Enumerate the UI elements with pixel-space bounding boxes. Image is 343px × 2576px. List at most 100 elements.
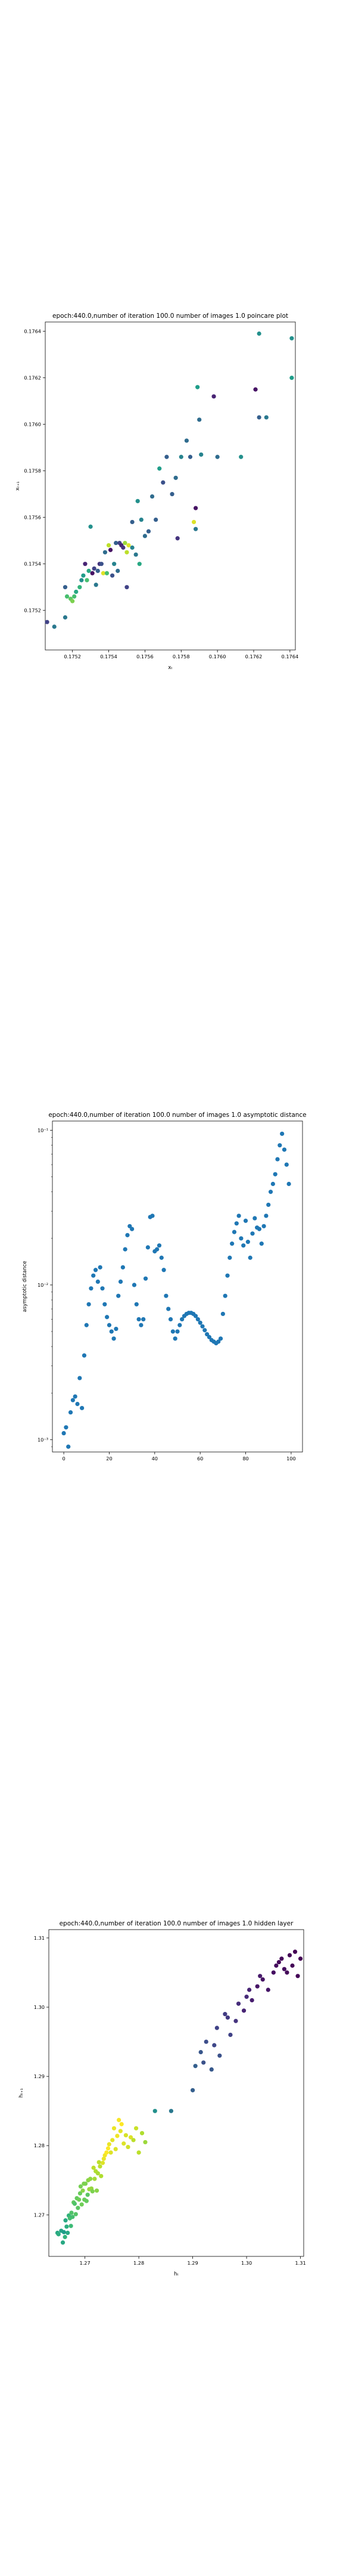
scatter-point: [124, 550, 129, 555]
scatter-point: [114, 540, 119, 546]
scatter-point: [290, 1963, 295, 1968]
scatter-point: [126, 543, 131, 548]
scatter-point: [236, 2001, 241, 2006]
scatter-point: [247, 1987, 252, 1992]
scatter-point: [115, 2134, 120, 2138]
y-tick-label: 0.1756: [24, 515, 41, 521]
x-tick-label: 1.29: [187, 2260, 198, 2266]
scatter-point: [114, 1326, 119, 1332]
scatter-point: [105, 2146, 111, 2151]
scatter-point: [157, 1243, 162, 1248]
scatter-point: [110, 2138, 115, 2142]
scatter-point: [118, 1279, 123, 1284]
scatter-point: [199, 452, 204, 457]
scatter-point: [277, 1143, 282, 1148]
scatter-point: [85, 2193, 90, 2197]
scatter-point: [102, 550, 108, 555]
hidden-layer-plot: epoch:440.0,number of iteration 100.0 nu…: [0, 1896, 343, 2278]
scatter-point: [276, 1959, 281, 1965]
scatter-point: [104, 2150, 109, 2155]
scatter-point: [164, 1293, 169, 1298]
scatter-point: [209, 2067, 214, 2072]
scatter-point: [79, 2202, 84, 2207]
scatter-point: [99, 562, 104, 566]
scatter-point: [232, 1230, 237, 1234]
x-tick-label: 0.1760: [209, 654, 226, 660]
scatter-point: [124, 585, 129, 590]
scatter-point: [111, 2126, 117, 2131]
x-tick-label: 60: [197, 1456, 203, 1462]
scatter-point: [83, 2181, 88, 2186]
scatter-point: [273, 1172, 277, 1176]
scatter-point: [184, 438, 189, 443]
scatter-point: [70, 2215, 75, 2219]
scatter-point: [257, 1227, 262, 1231]
x-axis-label: xₜ: [168, 665, 173, 671]
scatter-point: [295, 1974, 300, 1979]
scatter-point: [195, 385, 200, 389]
scatter-point: [258, 1974, 263, 1979]
scatter-point: [141, 1317, 146, 1322]
scatter-point: [104, 571, 110, 575]
scatter-point: [45, 620, 49, 624]
y-tick-label: 0.1752: [24, 608, 41, 614]
scatter-point: [234, 1221, 239, 1226]
scatter-point: [137, 562, 142, 566]
scatter-point: [280, 1131, 285, 1136]
scatter-point: [194, 527, 198, 531]
scatter-point: [275, 1157, 280, 1162]
scatter-point: [60, 2240, 66, 2245]
scatter-point: [84, 1323, 89, 1327]
scatter-point: [123, 2133, 128, 2138]
x-tick-label: 0.1756: [136, 654, 154, 660]
scatter-point: [266, 1202, 271, 1208]
scatter-point: [135, 499, 140, 503]
scatter-point: [56, 2232, 61, 2237]
scatter-point: [64, 2224, 69, 2229]
scatter-point: [195, 1317, 200, 1322]
scatter-point: [150, 1213, 155, 1218]
scatter-point: [132, 1283, 137, 1287]
scatter-point: [289, 376, 294, 380]
scatter-point: [120, 1265, 125, 1270]
scatter-point: [193, 1314, 198, 1318]
scatter-point: [92, 566, 96, 571]
scatter-point: [252, 1216, 257, 1221]
scatter-point: [107, 2142, 111, 2147]
scatter-point: [170, 492, 174, 497]
x-tick-label: 1.28: [133, 2260, 144, 2266]
scatter-point: [64, 1425, 68, 1430]
y-tick-label: 1.30: [34, 2004, 45, 2010]
scatter-point: [164, 454, 169, 459]
x-tick-label: 20: [106, 1456, 112, 1462]
scatter-point: [217, 2053, 222, 2058]
scatter-point: [78, 2184, 83, 2189]
scatter-point: [146, 529, 151, 534]
scatter-point: [113, 2147, 118, 2151]
scatter-point: [216, 1339, 221, 1344]
scatter-point: [154, 517, 158, 522]
y-axis-label: hₜ₊₁: [18, 2088, 24, 2098]
scatter-point: [215, 454, 220, 459]
chart-title: epoch:440.0,number of iteration 100.0 nu…: [60, 1920, 294, 1927]
scatter-point: [177, 1323, 182, 1327]
scatter-point: [116, 1293, 121, 1298]
scatter-point: [92, 2176, 97, 2181]
scatter-point: [241, 2008, 247, 2013]
scatter-point: [95, 2171, 100, 2176]
scatter-point: [253, 387, 258, 392]
scatter-point: [77, 2197, 82, 2202]
y-tick-label: 0.1758: [24, 468, 41, 474]
scatter-point: [77, 1376, 82, 1380]
scatter-point: [84, 2199, 89, 2203]
scatter-point: [139, 2131, 145, 2135]
scatter-point: [155, 1247, 160, 1252]
scatter-point: [287, 1953, 292, 1958]
scatter-point: [69, 2210, 74, 2215]
scatter-point: [225, 1273, 230, 1278]
scatter-point: [233, 2018, 238, 2023]
scatter-point: [68, 1410, 73, 1415]
scatter-point: [118, 2129, 123, 2134]
scatter-point: [77, 2191, 83, 2196]
scatter-point: [173, 475, 178, 480]
